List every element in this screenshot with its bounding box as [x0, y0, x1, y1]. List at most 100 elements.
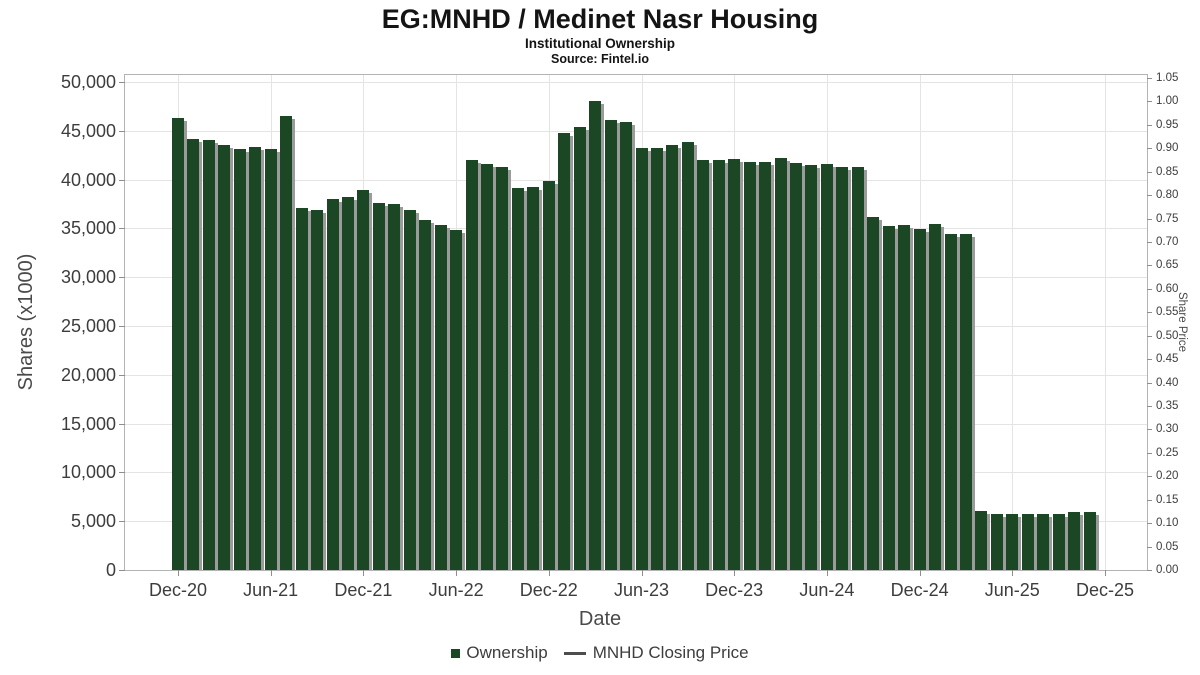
y2-axis-tick-label: 0.60	[1156, 282, 1179, 295]
x-axis-title: Date	[578, 608, 622, 630]
y2-axis-tick	[1147, 195, 1152, 197]
x-axis-tick	[826, 570, 828, 576]
y2-axis-tick-label: 0.45	[1156, 353, 1179, 366]
ownership-bar	[434, 225, 447, 570]
ownership-bar	[929, 224, 942, 570]
y2-axis-tick-label: 0.35	[1156, 400, 1179, 412]
ownership-bar	[496, 166, 509, 570]
ownership-bar	[650, 148, 663, 570]
ownership-bar	[882, 226, 895, 570]
ownership-bar	[295, 207, 308, 570]
y2-axis-tick-label: 0.75	[1156, 212, 1179, 225]
ownership-bar	[604, 120, 617, 570]
y-axis-tick	[119, 521, 125, 523]
ownership-bar	[913, 229, 926, 570]
y2-axis-tick-label: 0.85	[1156, 165, 1179, 178]
legend-label-closing-price: MNHD Closing Price	[592, 643, 749, 662]
y2-axis-tick	[1147, 452, 1152, 454]
x-axis-tick	[1105, 570, 1106, 576]
x-axis-tick	[734, 570, 736, 576]
x-axis-tick	[270, 570, 272, 576]
y2-axis-tick-label: 0.70	[1156, 236, 1179, 248]
x-axis-tick-label: Dec-24	[890, 580, 949, 600]
y-axis-tick-label: 10,000	[60, 462, 116, 483]
ownership-bar	[666, 145, 679, 570]
ownership-bar	[944, 234, 957, 570]
ownership-bar	[264, 149, 277, 570]
ownership-bar	[326, 199, 339, 570]
y2-axis-tick-label: 0.65	[1156, 259, 1179, 272]
x-axis-tick-label: Jun-23	[613, 580, 670, 600]
ownership-bar	[372, 203, 385, 570]
y2-axis-tick-label: 0.55	[1156, 306, 1179, 319]
ownership-bar	[573, 126, 586, 570]
x-axis-tick	[919, 570, 921, 576]
gridline-vertical	[1012, 75, 1014, 570]
ownership-bar	[975, 511, 988, 570]
ownership-bar	[311, 209, 324, 570]
ownership-bar	[558, 132, 571, 570]
ownership-bar	[388, 204, 401, 570]
ownership-bar	[959, 234, 972, 570]
y2-axis-tick	[1147, 429, 1152, 431]
x-axis-tick	[363, 570, 365, 576]
x-axis-tick	[1012, 570, 1014, 576]
y2-axis-tick-label: 0.90	[1156, 142, 1179, 155]
ownership-bar	[465, 160, 478, 570]
x-axis-tick-label: Dec-23	[705, 580, 764, 600]
ownership-bar	[697, 160, 710, 570]
y2-axis-tick-label: 0.00	[1156, 564, 1179, 576]
y2-axis-tick-label: 1.05	[1156, 72, 1179, 84]
y-axis-tick-label: 40,000	[60, 169, 116, 190]
ownership-bar	[728, 159, 741, 570]
ownership-bar	[805, 164, 818, 570]
ownership-bar	[233, 149, 246, 570]
y-axis-tick	[119, 326, 125, 327]
ownership-bar	[1083, 512, 1096, 570]
y2-axis-tick	[1147, 382, 1152, 384]
x-axis-tick-label: Dec-21	[334, 580, 393, 600]
x-axis-tick	[641, 570, 643, 576]
y2-axis-tick-label: 0.40	[1156, 376, 1179, 389]
x-axis-tick-label: Jun-24	[799, 580, 855, 600]
y-axis-tick-label: 0	[105, 560, 116, 580]
x-axis-tick-label: Jun-22	[428, 580, 484, 600]
x-axis-tick	[178, 570, 179, 576]
ownership-bar	[172, 118, 184, 570]
ownership-bar	[481, 163, 493, 570]
ownership-bar	[681, 141, 694, 570]
y2-axis-tick	[1147, 124, 1152, 126]
y2-axis-tick	[1147, 523, 1152, 525]
y2-axis-tick-label: 0.80	[1156, 189, 1179, 202]
y2-axis-tick	[1147, 148, 1152, 150]
chart-legend: Ownership MNHD Closing Price	[0, 643, 1200, 663]
ownership-bar	[635, 148, 648, 570]
y-axis-tick	[119, 570, 125, 571]
y2-axis-tick	[1147, 265, 1152, 267]
y-axis-tick	[119, 130, 125, 132]
y-axis-tick	[119, 228, 125, 230]
y2-axis-tick	[1147, 499, 1152, 501]
legend-item-ownership[interactable]: Ownership	[451, 643, 548, 663]
ownership-bar	[341, 197, 354, 570]
ownership-bar	[280, 116, 293, 570]
legend-item-closing-price[interactable]: MNHD Closing Price	[548, 643, 749, 663]
ownership-bar	[1037, 514, 1050, 570]
y-axis-tick	[119, 423, 125, 425]
ownership-bar	[357, 190, 370, 570]
y2-axis-tick	[1147, 406, 1152, 407]
y2-axis-tick	[1147, 476, 1152, 478]
page-title: EG:MNHD / Medinet Nasr Housing	[381, 4, 819, 34]
y-axis-tick	[119, 374, 125, 376]
gridline-horizontal	[125, 82, 1147, 83]
gridline-horizontal	[125, 130, 1147, 132]
ownership-bar	[743, 162, 756, 570]
ownership-bar	[187, 138, 200, 570]
ownership-bar	[527, 187, 540, 570]
ownership-bar	[759, 162, 772, 570]
ownership-bar	[403, 209, 416, 570]
ownership-bar	[1052, 514, 1065, 570]
y-axis-tick-label: 30,000	[60, 267, 116, 288]
y-axis-tick-label: 45,000	[60, 120, 116, 141]
